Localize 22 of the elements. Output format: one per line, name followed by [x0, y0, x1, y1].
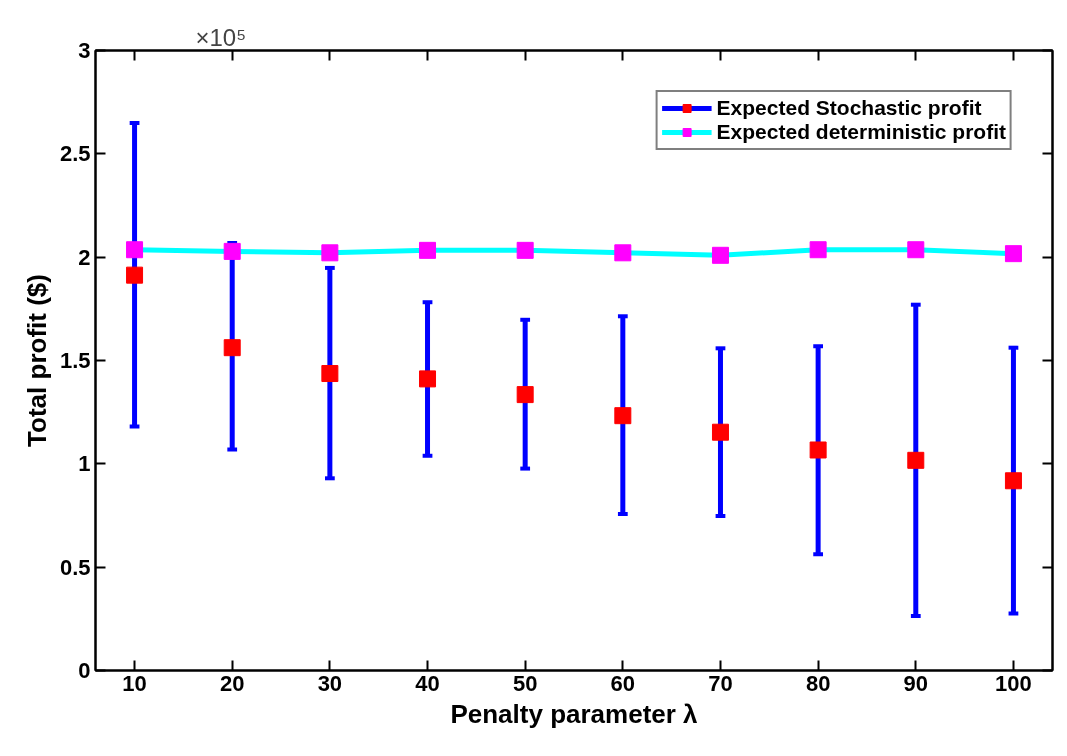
legend-label: Expected Stochastic profit [716, 96, 982, 120]
x-tick-label: 80 [805, 670, 831, 696]
x-tick-label: 70 [708, 670, 733, 696]
y-tick-label: 2.5 [59, 141, 91, 167]
annotation: ×10⁵ [195, 23, 247, 51]
x-tick-label: 10 [122, 670, 147, 696]
x-tick-label: 60 [610, 670, 636, 696]
x-tick-label: 90 [903, 670, 929, 696]
x-tick-label: 20 [219, 670, 245, 696]
x-tick-label: 30 [317, 670, 343, 696]
legend-label: Expected deterministic profit [716, 120, 1006, 144]
x-tick-label: 40 [415, 670, 440, 696]
y-tick-label: 0 [78, 658, 91, 683]
x-tick-label: 100 [995, 670, 1032, 696]
y-axis-title: Total profit ($) [21, 274, 52, 447]
y-tick-label: 1 [78, 451, 91, 477]
y-tick-label: 3 [78, 38, 91, 63]
y-tick-label: 1.5 [59, 348, 91, 373]
y-tick-label: 0.5 [59, 554, 91, 580]
x-axis-title: Penalty parameter λ [450, 698, 699, 729]
x-tick-label: 50 [512, 670, 538, 696]
y-tick-label: 2 [78, 244, 91, 270]
